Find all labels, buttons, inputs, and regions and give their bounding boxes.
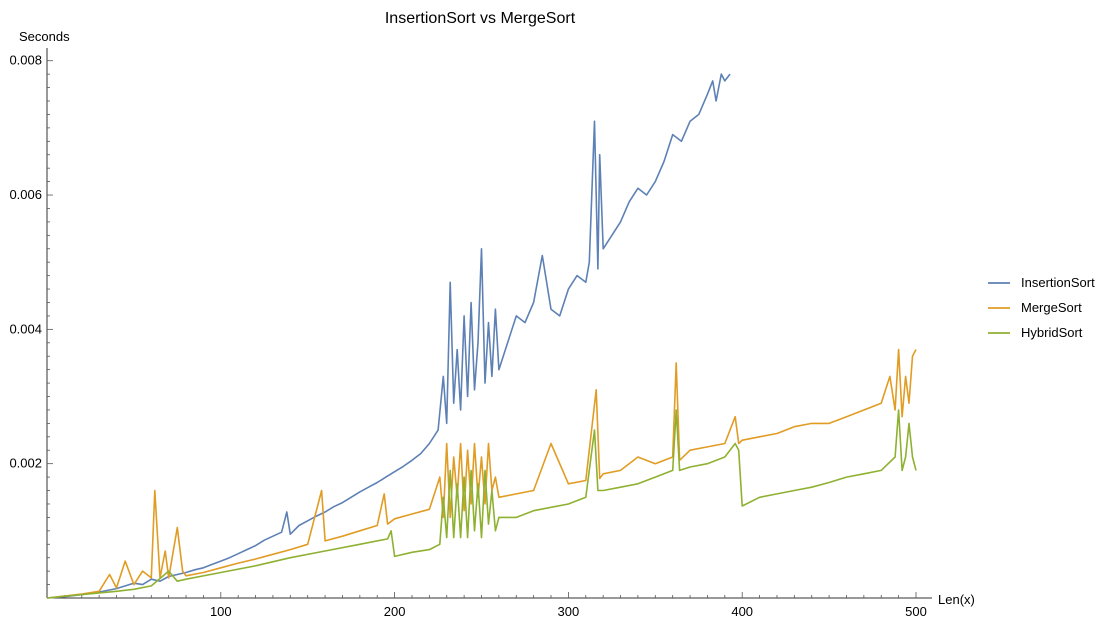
- series-line-hybridsort: [46, 409, 917, 599]
- y-axis-label: Seconds: [19, 29, 70, 44]
- legend: InsertionSort MergeSort HybridSort: [988, 275, 1095, 340]
- x-axis-label: Len(x): [938, 592, 975, 607]
- series-line-insertionsort: [46, 73, 731, 599]
- axes: 100 200 300 400 500 0.002 0.004 0.006 0.008: [9, 48, 932, 619]
- x-tick-label: 500: [905, 604, 927, 619]
- y-tick-label: 0.008: [9, 53, 42, 68]
- x-tick-label: 400: [731, 604, 753, 619]
- y-tick-label: 0.006: [9, 187, 42, 202]
- legend-label-hybridsort: HybridSort: [1021, 325, 1083, 340]
- chart-title: InsertionSort vs MergeSort: [385, 10, 576, 27]
- x-tick-label: 200: [384, 604, 406, 619]
- y-tick-label: 0.004: [9, 321, 42, 336]
- legend-label-mergesort: MergeSort: [1021, 300, 1082, 315]
- legend-label-insertionsort: InsertionSort: [1021, 275, 1095, 290]
- x-tick-label: 300: [558, 604, 580, 619]
- x-tick-label: 100: [210, 604, 232, 619]
- series-line-mergesort: [46, 348, 917, 599]
- series-layer: [46, 73, 917, 599]
- y-tick-label: 0.002: [9, 456, 42, 471]
